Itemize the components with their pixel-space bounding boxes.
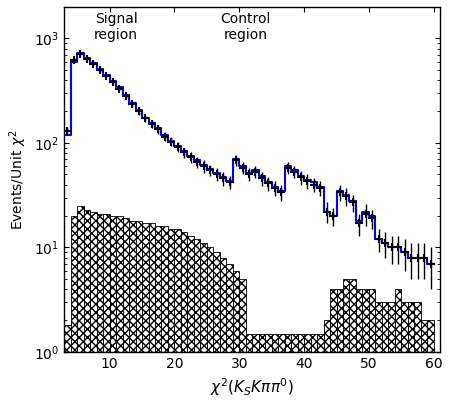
Bar	[233, 271, 239, 405]
Bar	[194, 239, 200, 405]
Bar	[103, 214, 110, 405]
Y-axis label: Events/Unit $\chi^2$: Events/Unit $\chi^2$	[7, 129, 28, 230]
Text: Control
region: Control region	[220, 12, 271, 42]
Bar	[369, 289, 375, 405]
Bar	[181, 232, 188, 405]
Bar	[246, 334, 252, 405]
Bar	[324, 320, 330, 405]
Bar	[362, 289, 369, 405]
Bar	[239, 279, 246, 405]
Bar	[291, 334, 297, 405]
Bar	[252, 334, 259, 405]
Bar	[71, 216, 77, 405]
Bar	[64, 325, 71, 405]
Bar	[297, 334, 304, 405]
Bar	[285, 334, 291, 405]
Bar	[337, 289, 343, 405]
Bar	[428, 320, 434, 405]
Bar	[226, 264, 233, 405]
Bar	[272, 334, 278, 405]
Bar	[265, 334, 272, 405]
Bar	[310, 334, 317, 405]
Bar	[375, 302, 382, 405]
Bar	[304, 334, 310, 405]
Bar	[110, 216, 116, 405]
Bar	[259, 334, 265, 405]
Bar	[97, 214, 103, 405]
Bar	[220, 258, 226, 405]
Bar	[162, 226, 168, 405]
Bar	[148, 223, 155, 405]
Bar	[168, 229, 175, 405]
Bar	[395, 289, 401, 405]
Bar	[388, 302, 395, 405]
Bar	[317, 334, 324, 405]
Bar	[84, 210, 90, 405]
Bar	[278, 334, 285, 405]
Bar	[175, 229, 181, 405]
Text: Signal
region: Signal region	[94, 12, 138, 42]
Bar	[122, 218, 129, 405]
Bar	[213, 252, 220, 405]
X-axis label: $\chi^2(K_S K\pi\pi^0)$: $\chi^2(K_S K\pi\pi^0)$	[210, 376, 294, 398]
Bar	[343, 279, 350, 405]
Bar	[155, 226, 162, 405]
Bar	[421, 320, 427, 405]
Bar	[129, 221, 135, 405]
Bar	[330, 289, 337, 405]
Bar	[356, 289, 362, 405]
Bar	[188, 236, 194, 405]
Bar	[90, 212, 97, 405]
Bar	[142, 223, 148, 405]
Bar	[77, 206, 84, 405]
Bar	[207, 247, 213, 405]
Bar	[350, 279, 356, 405]
Bar	[135, 221, 142, 405]
Bar	[401, 302, 408, 405]
Bar	[116, 216, 122, 405]
Bar	[382, 302, 388, 405]
Bar	[408, 302, 414, 405]
Bar	[200, 243, 207, 405]
Bar	[414, 302, 421, 405]
